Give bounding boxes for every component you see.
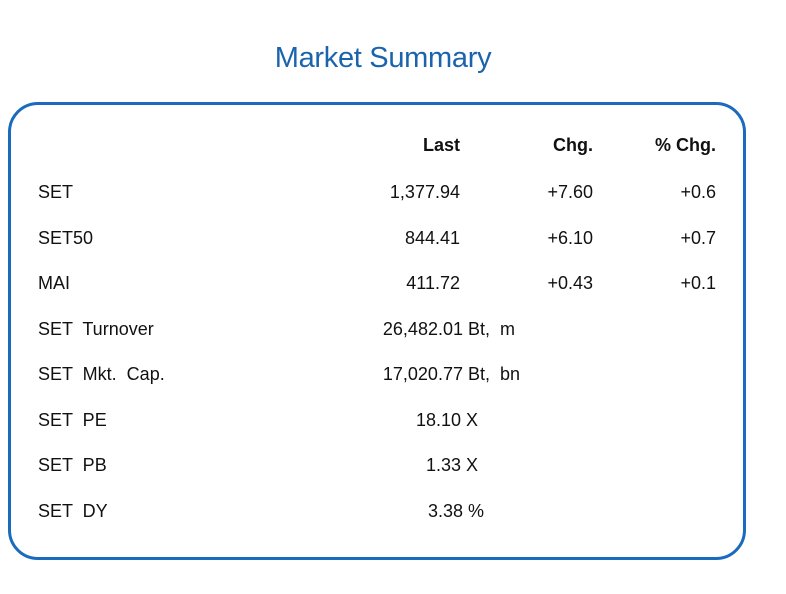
row-set-pct-chg: +0.6 <box>680 182 716 202</box>
market-summary-panel <box>8 102 746 560</box>
row-pb-name: SET PB <box>38 455 107 475</box>
row-mai-last: 411.72 <box>406 273 460 293</box>
row-set50-name: SET50 <box>38 228 94 248</box>
row-set-last: 1,377.94 <box>389 182 460 202</box>
row-pb-value: 1.33 X <box>425 455 478 475</box>
page-title: Market Summary <box>274 42 492 74</box>
row-mkt-cap-value: 17,020.77 Bt, bn <box>382 364 520 384</box>
row-mai-pct-chg: +0.1 <box>680 273 716 293</box>
row-set50-pct-chg: +0.7 <box>680 228 716 248</box>
row-set50-chg: +6.10 <box>547 228 593 248</box>
row-dy-name: SET DY <box>38 501 108 521</box>
row-mai-chg: +0.43 <box>547 273 593 293</box>
column-header-pct-chg: % Chg. <box>655 135 716 155</box>
row-dy-value: 3.38 % <box>427 501 484 521</box>
row-pe-value: 18.10 X <box>415 410 478 430</box>
row-set50-last: 844.41 <box>404 228 460 248</box>
row-turnover-value: 26,482.01 Bt, m <box>382 319 515 339</box>
row-mai-name: MAI <box>38 273 71 293</box>
row-turnover-name: SET Turnover <box>38 319 154 339</box>
row-set-name: SET <box>38 182 74 202</box>
row-pe-name: SET PE <box>38 410 107 430</box>
row-set-chg: +7.60 <box>547 182 593 202</box>
column-header-last: Last <box>422 135 460 155</box>
column-header-chg: Chg. <box>553 135 593 155</box>
row-mkt-cap-name: SET Mkt. Cap. <box>38 364 165 384</box>
